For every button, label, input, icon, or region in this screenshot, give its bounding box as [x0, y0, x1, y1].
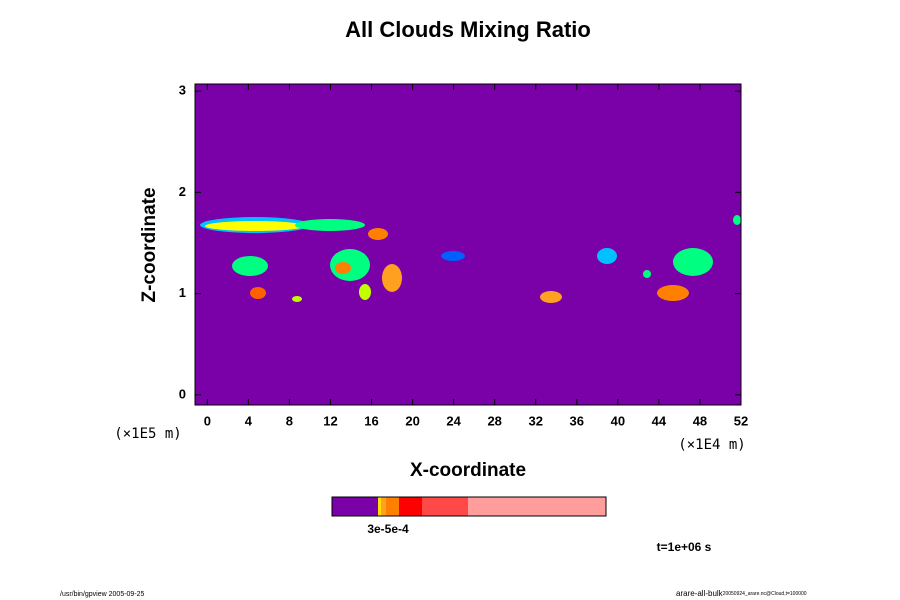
cloud-region — [441, 251, 465, 261]
footer-left: /usr/bin/gpview 2005-09-25 — [60, 591, 145, 598]
cloud-region — [250, 287, 266, 299]
x-unit: (×1E4 m) — [678, 437, 745, 453]
colorbar-label: 3e-5e-4 — [367, 522, 409, 536]
cloud-region — [330, 249, 370, 281]
x-tick-label: 40 — [611, 413, 625, 428]
y-tick-label: 3 — [179, 83, 186, 98]
cloud-region — [597, 248, 617, 264]
cloud-region — [657, 285, 689, 301]
y-tick-label: 0 — [179, 386, 186, 401]
x-tick-label: 32 — [529, 413, 543, 428]
colorbar-segment — [378, 497, 381, 516]
time-label: t=1e+06 s — [657, 540, 712, 554]
cloud-region — [643, 270, 651, 278]
x-tick-label: 4 — [245, 413, 253, 428]
cloud-region — [205, 221, 305, 231]
colorbar-frame — [331, 496, 607, 517]
cloud-region — [335, 262, 351, 274]
y-axis-label: Z-coordinate — [139, 187, 160, 302]
x-tick-label: 52 — [734, 413, 748, 428]
cloud-region — [540, 291, 562, 303]
colorbar-segment — [422, 497, 468, 516]
cloud-region — [359, 284, 371, 300]
cloud-region — [673, 248, 713, 276]
x-tick-label: 24 — [446, 413, 461, 428]
x-tick-label: 0 — [204, 413, 211, 428]
colorbar-segment — [468, 497, 606, 516]
x-tick-label: 20 — [405, 413, 419, 428]
cloud-region — [292, 296, 302, 302]
plot-area — [195, 84, 741, 405]
cloud-region — [295, 219, 365, 231]
cloud-region — [382, 264, 402, 292]
colorbar — [332, 497, 606, 516]
footer-right: arare-all-bulk20050924_arare.nc@Cloud,t=… — [676, 589, 807, 598]
x-tick-label: 28 — [487, 413, 501, 428]
cloud-region — [232, 256, 268, 276]
x-axis-label: X-coordinate — [410, 460, 526, 481]
x-tick-label: 48 — [693, 413, 707, 428]
colorbar-segment — [381, 497, 386, 516]
x-tick-label: 36 — [570, 413, 584, 428]
y-unit: (×1E5 m) — [114, 426, 181, 442]
y-tick-label: 2 — [179, 184, 186, 199]
x-tick-label: 16 — [364, 413, 378, 428]
cloud-region — [368, 228, 388, 240]
x-tick-label: 8 — [286, 413, 293, 428]
colorbar-segment — [332, 497, 378, 516]
colorbar-segment — [386, 497, 399, 516]
y-tick-label: 1 — [179, 285, 186, 300]
x-tick-label: 12 — [323, 413, 337, 428]
footer-right-small: 20050924_arare.nc@Cloud,t=100000 — [723, 591, 807, 597]
footer-right-main: arare-all-bulk — [676, 589, 724, 598]
cloud-region — [733, 215, 741, 225]
plot-frame — [194, 83, 742, 406]
x-tick-label: 44 — [652, 413, 667, 428]
chart-title: All Clouds Mixing Ratio — [345, 17, 591, 42]
colorbar-segment — [399, 497, 422, 516]
cloud-field — [200, 215, 741, 303]
